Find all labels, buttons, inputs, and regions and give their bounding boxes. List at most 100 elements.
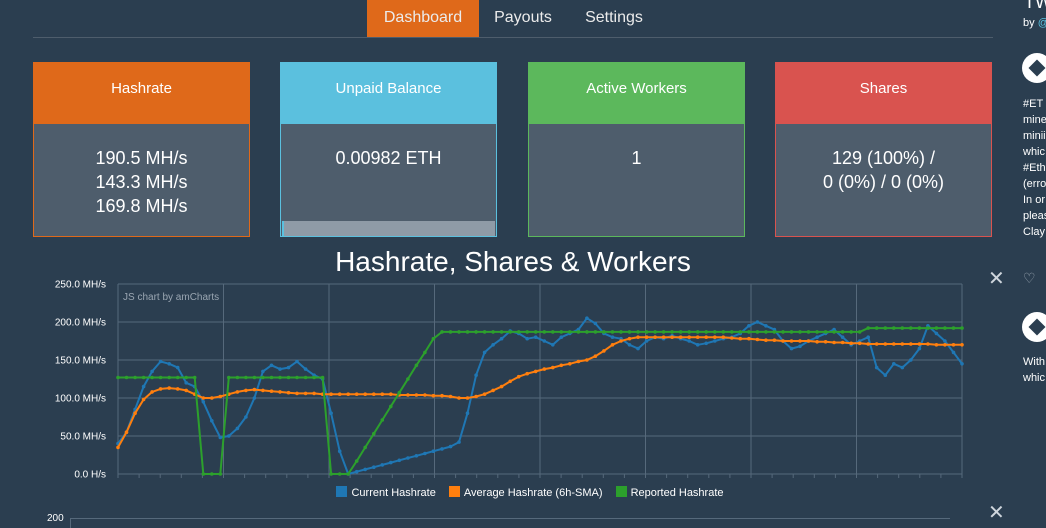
data-point-average-hashrate[interactable] — [423, 393, 427, 397]
data-point-current-hashrate[interactable] — [218, 435, 223, 440]
data-point-current-hashrate[interactable] — [167, 362, 171, 366]
data-point-reported-hashrate[interactable] — [286, 375, 291, 380]
data-point-current-hashrate[interactable] — [627, 343, 632, 347]
data-point-reported-hashrate[interactable] — [559, 330, 564, 334]
data-point-current-hashrate[interactable] — [713, 339, 717, 343]
data-point-average-hashrate[interactable] — [457, 396, 461, 400]
data-point-reported-hashrate[interactable] — [815, 330, 819, 334]
data-point-reported-hashrate[interactable] — [354, 459, 359, 463]
data-point-reported-hashrate[interactable] — [141, 375, 146, 380]
data-point-reported-hashrate[interactable] — [491, 330, 495, 334]
data-point-reported-hashrate[interactable] — [474, 330, 478, 334]
data-point-reported-hashrate[interactable] — [644, 330, 649, 334]
data-point-reported-hashrate[interactable] — [192, 375, 197, 380]
data-point-average-hashrate[interactable] — [892, 342, 896, 346]
data-point-average-hashrate[interactable] — [525, 371, 529, 376]
data-point-average-hashrate[interactable] — [150, 390, 154, 394]
data-point-reported-hashrate[interactable] — [602, 330, 606, 334]
data-point-reported-hashrate[interactable] — [960, 326, 964, 330]
data-point-current-hashrate[interactable] — [687, 339, 691, 343]
data-point-average-hashrate[interactable] — [542, 367, 547, 371]
data-point-current-hashrate[interactable] — [593, 321, 598, 326]
data-point-current-hashrate[interactable] — [337, 449, 342, 453]
data-point-current-hashrate[interactable] — [840, 335, 845, 339]
data-point-average-hashrate[interactable] — [764, 338, 768, 342]
data-point-reported-hashrate[interactable] — [252, 375, 257, 380]
data-point-current-hashrate[interactable] — [764, 324, 768, 328]
data-point-reported-hashrate[interactable] — [269, 375, 274, 380]
legend-reported-hashrate[interactable]: Reported Hashrate — [615, 486, 724, 499]
data-point-average-hashrate[interactable] — [747, 336, 751, 341]
data-point-reported-hashrate[interactable] — [278, 375, 282, 380]
data-point-average-hashrate[interactable] — [593, 354, 598, 358]
data-point-reported-hashrate[interactable] — [892, 326, 896, 330]
data-point-current-hashrate[interactable] — [457, 440, 461, 444]
data-point-reported-hashrate[interactable] — [772, 330, 777, 334]
data-point-reported-hashrate[interactable] — [874, 326, 879, 330]
data-point-average-hashrate[interactable] — [167, 386, 171, 390]
data-point-current-hashrate[interactable] — [900, 365, 905, 370]
tab-dashboard[interactable]: Dashboard — [367, 0, 479, 37]
data-point-current-hashrate[interactable] — [499, 336, 504, 341]
data-point-reported-hashrate[interactable] — [713, 330, 717, 334]
data-point-average-hashrate[interactable] — [806, 339, 811, 343]
data-point-reported-hashrate[interactable] — [329, 472, 333, 476]
sidebar-handle-link[interactable]: @ — [1038, 17, 1046, 29]
data-point-average-hashrate[interactable] — [141, 397, 146, 402]
data-point-current-hashrate[interactable] — [201, 400, 206, 404]
data-point-reported-hashrate[interactable] — [431, 336, 436, 341]
tweet-avatar[interactable] — [1022, 53, 1046, 83]
data-point-reported-hashrate[interactable] — [704, 330, 708, 334]
data-point-reported-hashrate[interactable] — [389, 404, 393, 409]
data-point-reported-hashrate[interactable] — [525, 330, 529, 334]
data-point-reported-hashrate[interactable] — [798, 330, 802, 334]
data-point-reported-hashrate[interactable] — [380, 418, 385, 422]
data-point-current-hashrate[interactable] — [892, 362, 896, 366]
data-point-reported-hashrate[interactable] — [116, 375, 120, 380]
data-point-reported-hashrate[interactable] — [457, 330, 461, 334]
data-point-average-hashrate[interactable] — [261, 388, 265, 393]
data-point-current-hashrate[interactable] — [747, 324, 751, 328]
data-point-average-hashrate[interactable] — [474, 394, 478, 399]
data-point-reported-hashrate[interactable] — [585, 330, 589, 334]
data-point-current-hashrate[interactable] — [755, 320, 760, 324]
data-point-average-hashrate[interactable] — [883, 342, 888, 346]
data-point-reported-hashrate[interactable] — [610, 330, 615, 334]
data-point-average-hashrate[interactable] — [832, 340, 836, 345]
data-point-reported-hashrate[interactable] — [406, 377, 410, 381]
data-point-current-hashrate[interactable] — [533, 335, 538, 339]
tab-payouts[interactable]: Payouts — [494, 9, 552, 26]
data-point-average-hashrate[interactable] — [943, 343, 947, 347]
data-point-average-hashrate[interactable] — [917, 342, 922, 346]
data-point-average-hashrate[interactable] — [559, 363, 564, 368]
data-point-reported-hashrate[interactable] — [636, 330, 640, 334]
data-point-average-hashrate[interactable] — [627, 336, 632, 341]
series-line-reported-hashrate[interactable] — [118, 327, 962, 475]
data-point-current-hashrate[interactable] — [406, 456, 410, 460]
data-point-reported-hashrate[interactable] — [917, 326, 922, 330]
data-point-reported-hashrate[interactable] — [934, 326, 939, 330]
data-point-current-hashrate[interactable] — [244, 415, 248, 419]
data-point-current-hashrate[interactable] — [278, 367, 282, 371]
data-point-current-hashrate[interactable] — [704, 341, 708, 346]
data-point-average-hashrate[interactable] — [533, 369, 538, 374]
data-point-reported-hashrate[interactable] — [542, 330, 547, 334]
data-point-average-hashrate[interactable] — [124, 430, 129, 434]
data-point-average-hashrate[interactable] — [201, 396, 206, 400]
data-point-current-hashrate[interactable] — [551, 343, 555, 347]
data-point-reported-hashrate[interactable] — [363, 445, 368, 450]
data-point-reported-hashrate[interactable] — [201, 472, 206, 476]
data-point-reported-hashrate[interactable] — [738, 330, 743, 334]
like-heart-icon[interactable]: ♡ — [1023, 270, 1036, 286]
data-point-average-hashrate[interactable] — [789, 339, 794, 343]
data-point-average-hashrate[interactable] — [380, 392, 385, 396]
data-point-average-hashrate[interactable] — [184, 388, 188, 393]
data-point-average-hashrate[interactable] — [491, 388, 495, 393]
data-point-current-hashrate[interactable] — [448, 444, 453, 449]
data-point-average-hashrate[interactable] — [857, 341, 862, 346]
data-point-reported-hashrate[interactable] — [653, 330, 657, 334]
data-point-reported-hashrate[interactable] — [670, 330, 674, 334]
data-point-current-hashrate[interactable] — [175, 365, 180, 370]
data-point-reported-hashrate[interactable] — [551, 330, 555, 334]
data-point-reported-hashrate[interactable] — [781, 330, 785, 334]
